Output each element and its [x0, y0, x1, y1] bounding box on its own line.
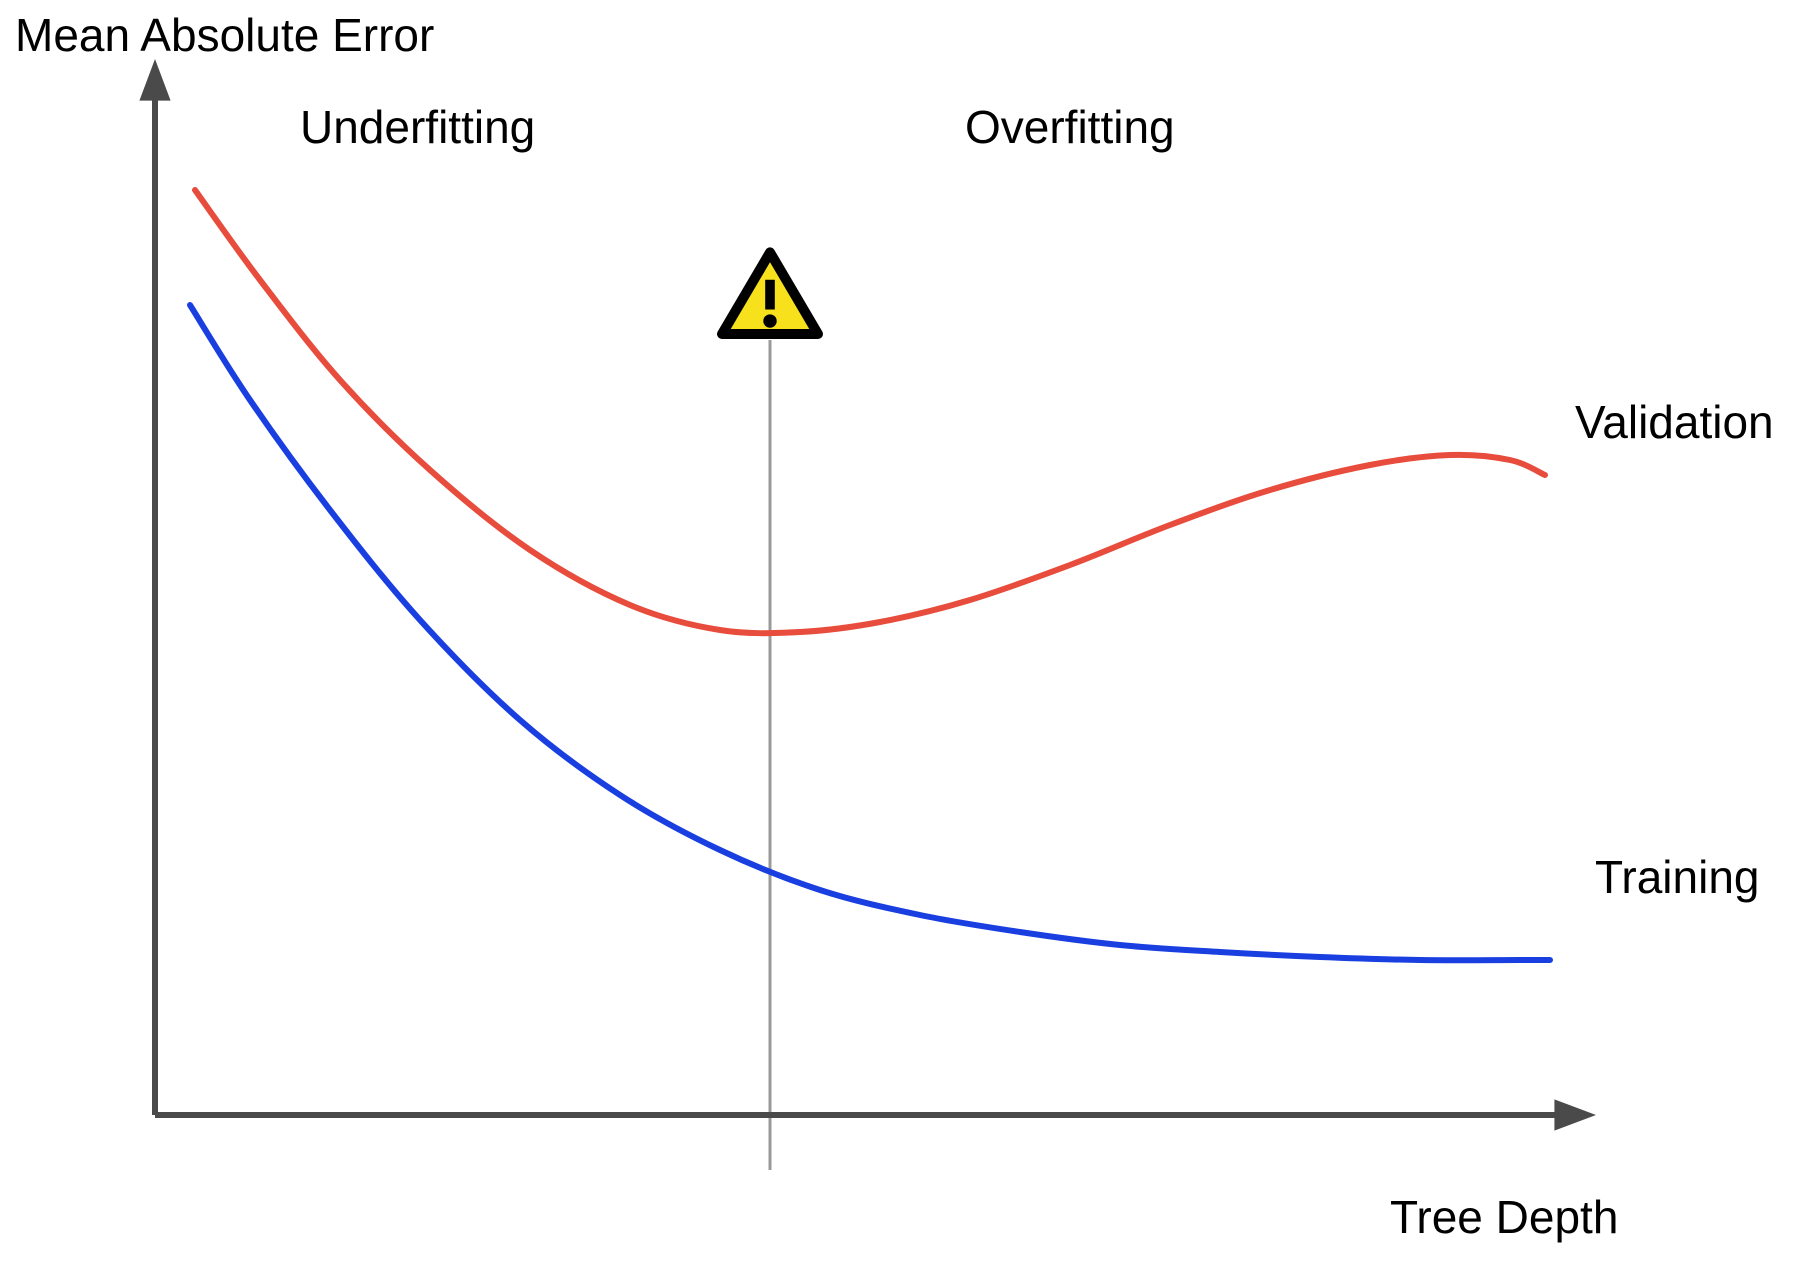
y-axis-arrowhead: [139, 59, 170, 101]
series-line-validation: [195, 190, 1545, 633]
chart-container: Mean Absolute Error Tree Depth Underfitt…: [0, 0, 1814, 1268]
series-line-training: [190, 305, 1550, 960]
x-axis-arrowhead: [1554, 1099, 1596, 1130]
chart-svg: [0, 0, 1814, 1268]
warning-icon: [722, 252, 818, 334]
